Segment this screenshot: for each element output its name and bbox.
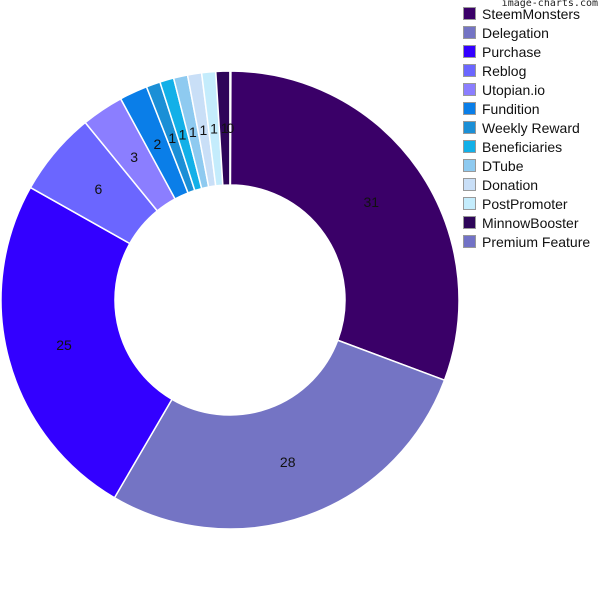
legend-swatch — [463, 26, 476, 39]
legend-item: Weekly Reward — [463, 118, 590, 137]
data-label: 1 — [199, 122, 207, 138]
legend-swatch — [463, 83, 476, 96]
legend-label: MinnowBooster — [482, 214, 579, 231]
legend-label: Fundition — [482, 100, 540, 117]
legend-item: SteemMonsters — [463, 4, 590, 23]
slice-steemmonsters — [229, 70, 460, 382]
legend-label: SteemMonsters — [482, 5, 581, 22]
legend-label: Utopian.io — [482, 81, 546, 98]
legend-item: MinnowBooster — [463, 213, 590, 232]
slice-delegation — [113, 339, 446, 530]
data-label: 0 — [226, 120, 234, 136]
legend-swatch — [463, 121, 476, 134]
legend-swatch — [463, 64, 476, 77]
legend-label: Donation — [482, 176, 539, 193]
legend-item: Donation — [463, 175, 590, 194]
legend-swatch — [463, 140, 476, 153]
legend-label: Premium Feature — [482, 233, 591, 250]
legend-item: Premium Feature — [463, 232, 590, 251]
data-label: 6 — [95, 181, 103, 197]
data-label: 1 — [168, 130, 176, 146]
legend-item: Beneficiaries — [463, 137, 590, 156]
data-label: 2 — [154, 136, 162, 152]
legend-swatch — [463, 235, 476, 248]
data-label: 1 — [221, 120, 229, 136]
data-label: 1 — [179, 127, 187, 143]
data-label: 1 — [210, 121, 218, 137]
slice-purchase — [0, 186, 174, 499]
chart-legend: SteemMonsters Delegation Purchase Reblog Uto… — [463, 4, 590, 251]
legend-label: DTube — [482, 157, 524, 174]
legend-item: Delegation — [463, 23, 590, 42]
slice-premium-feature — [229, 70, 232, 186]
data-label: 3 — [130, 149, 138, 165]
legend-item: Reblog — [463, 61, 590, 80]
legend-swatch — [463, 197, 476, 210]
legend-label: Reblog — [482, 62, 527, 79]
legend-item: Purchase — [463, 42, 590, 61]
legend-item: Utopian.io — [463, 80, 590, 99]
legend-label: PostPromoter — [482, 195, 568, 212]
legend-swatch — [463, 45, 476, 58]
legend-swatch — [463, 216, 476, 229]
watermark: image-charts.com — [501, 0, 598, 9]
legend-label: Beneficiaries — [482, 138, 563, 155]
legend-label: Purchase — [482, 43, 542, 60]
legend-swatch — [463, 102, 476, 115]
legend-swatch — [463, 7, 476, 20]
legend-label: Delegation — [482, 24, 549, 41]
legend-item: DTube — [463, 156, 590, 175]
data-label: 31 — [364, 194, 380, 210]
legend-swatch — [463, 178, 476, 191]
data-label: 25 — [56, 337, 72, 353]
legend-swatch — [463, 159, 476, 172]
legend-item: Fundition — [463, 99, 590, 118]
data-label: 1 — [189, 124, 197, 140]
legend-label: Weekly Reward — [482, 119, 580, 136]
data-label: 28 — [280, 454, 296, 470]
legend-item: PostPromoter — [463, 194, 590, 213]
